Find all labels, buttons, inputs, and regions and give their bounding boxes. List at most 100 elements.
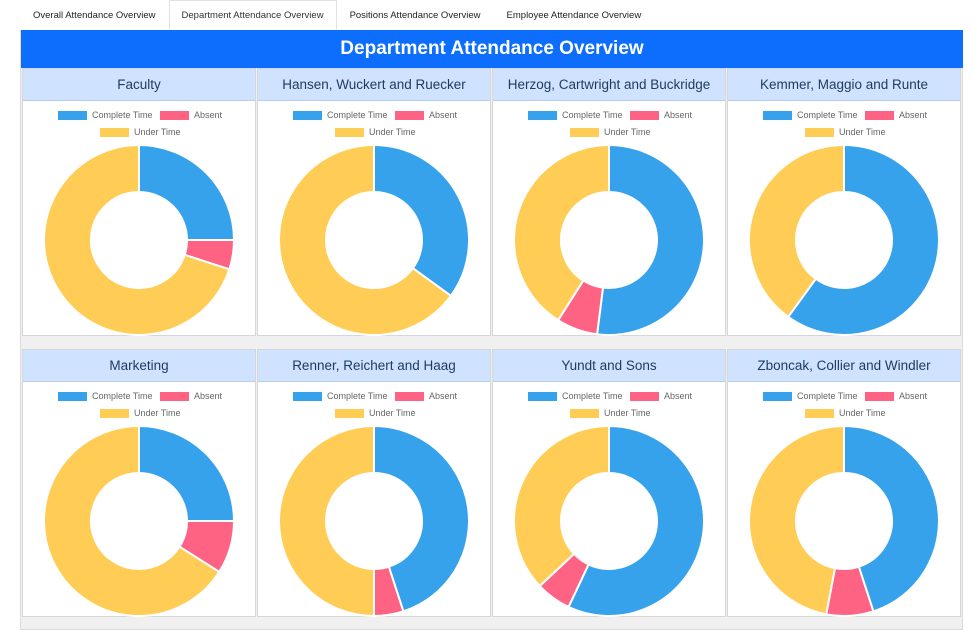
legend-label-complete: Complete Time [327, 110, 388, 120]
legend-swatch-under [335, 408, 364, 418]
legend-swatch-absent [160, 110, 189, 120]
legend-label-absent: Absent [429, 110, 458, 120]
legend-item-complete[interactable]: Complete Time [763, 391, 858, 401]
donut-slice-under[interactable] [43, 144, 231, 336]
legend-label-under: Under Time [369, 127, 416, 137]
chart-legend: Complete Time Absent Under Time [258, 382, 490, 422]
legend-label-under: Under Time [839, 127, 886, 137]
department-card-title: Renner, Reichert and Haag [258, 350, 490, 382]
legend-label-under: Under Time [134, 127, 181, 137]
legend-label-complete: Complete Time [797, 110, 858, 120]
chart-legend: Complete Time Absent Under Time [493, 101, 725, 141]
donut-slice-under[interactable] [278, 425, 375, 617]
legend-swatch-under [805, 127, 834, 137]
legend-item-absent[interactable]: Absent [865, 391, 927, 401]
legend-swatch-under [100, 408, 129, 418]
department-card: Marketing Complete Time Absent Under Time [22, 349, 256, 617]
legend-item-absent[interactable]: Absent [395, 391, 457, 401]
donut-slice-complete[interactable] [786, 144, 940, 336]
department-card: Herzog, Cartwright and Buckridge Complete… [492, 68, 726, 336]
attendance-donut-chart [513, 144, 705, 336]
donut-slice-complete[interactable] [595, 144, 705, 336]
legend-item-under[interactable]: Under Time [805, 127, 886, 137]
donut-slice-complete[interactable] [843, 425, 940, 613]
tab-overall-attendance[interactable]: Overall Attendance Overview [33, 10, 156, 21]
legend-item-absent[interactable]: Absent [865, 110, 927, 120]
legend-label-under: Under Time [839, 408, 886, 418]
legend-item-complete[interactable]: Complete Time [528, 391, 623, 401]
tab-positions-attendance[interactable]: Positions Attendance Overview [349, 10, 481, 21]
legend-swatch-complete [763, 391, 792, 401]
legend-item-absent[interactable]: Absent [630, 391, 692, 401]
legend-item-under[interactable]: Under Time [570, 408, 651, 418]
donut-slice-under[interactable] [513, 144, 610, 322]
legend-label-absent: Absent [194, 110, 223, 120]
attendance-donut-chart [43, 144, 235, 336]
legend-item-absent[interactable]: Absent [160, 110, 222, 120]
legend-item-under[interactable]: Under Time [100, 408, 181, 418]
legend-swatch-complete [58, 391, 87, 401]
legend-swatch-absent [395, 391, 424, 401]
page-title: Department Attendance Overview [21, 30, 963, 68]
legend-swatch-under [805, 408, 834, 418]
legend-label-under: Under Time [369, 408, 416, 418]
donut-slice-under[interactable] [513, 425, 610, 588]
legend-swatch-absent [865, 110, 894, 120]
department-card: Yundt and Sons Complete Time Absent Under T… [492, 349, 726, 617]
legend-swatch-absent [865, 391, 894, 401]
donut-slice-complete[interactable] [567, 425, 705, 617]
chart-legend: Complete Time Absent Under Time [728, 382, 960, 422]
legend-item-absent[interactable]: Absent [630, 110, 692, 120]
department-card: Renner, Reichert and Haag Complete Time Ab… [257, 349, 491, 617]
attendance-donut-chart [278, 144, 470, 336]
department-card-title: Zboncak, Collier and Windler [728, 350, 960, 382]
tab-bar: Overall Attendance Overview Department A… [20, 0, 654, 30]
legend-label-under: Under Time [604, 127, 651, 137]
legend-swatch-complete [58, 110, 87, 120]
donut-slice-complete[interactable] [373, 425, 470, 613]
attendance-donut-chart [748, 144, 940, 336]
legend-swatch-under [335, 127, 364, 137]
donut-slice-complete[interactable] [138, 144, 235, 241]
legend-item-absent[interactable]: Absent [160, 391, 222, 401]
donut-slice-under[interactable] [748, 144, 845, 319]
department-card: Zboncak, Collier and Windler Complete Tim… [727, 349, 961, 617]
legend-item-under[interactable]: Under Time [805, 408, 886, 418]
legend-label-complete: Complete Time [562, 391, 623, 401]
tab-employee-attendance[interactable]: Employee Attendance Overview [506, 10, 642, 21]
legend-swatch-absent [630, 110, 659, 120]
legend-item-complete[interactable]: Complete Time [293, 391, 388, 401]
legend-item-complete[interactable]: Complete Time [763, 110, 858, 120]
legend-item-complete[interactable]: Complete Time [293, 110, 388, 120]
chart-legend: Complete Time Absent Under Time [493, 382, 725, 422]
legend-item-absent[interactable]: Absent [395, 110, 457, 120]
legend-label-complete: Complete Time [562, 110, 623, 120]
donut-slice-under[interactable] [43, 425, 221, 617]
legend-label-under: Under Time [134, 408, 181, 418]
donut-slice-under[interactable] [278, 144, 453, 336]
attendance-donut-chart [43, 425, 235, 617]
department-cards: Faculty Complete Time Absent Under Time Hans… [22, 68, 962, 628]
legend-item-under[interactable]: Under Time [335, 408, 416, 418]
tab-department-attendance[interactable]: Department Attendance Overview [168, 0, 337, 30]
legend-item-complete[interactable]: Complete Time [58, 391, 153, 401]
chart-legend: Complete Time Absent Under Time [23, 382, 255, 422]
chart-legend: Complete Time Absent Under Time [258, 101, 490, 141]
legend-item-under[interactable]: Under Time [100, 127, 181, 137]
legend-label-absent: Absent [899, 391, 928, 401]
legend-swatch-absent [160, 391, 189, 401]
department-card: Hansen, Wuckert and Ruecker Complete Time… [257, 68, 491, 336]
donut-slice-complete[interactable] [138, 425, 235, 522]
legend-label-complete: Complete Time [92, 391, 153, 401]
donut-slice-under[interactable] [748, 425, 845, 616]
chart-legend: Complete Time Absent Under Time [728, 101, 960, 141]
legend-item-complete[interactable]: Complete Time [528, 110, 623, 120]
legend-swatch-absent [395, 110, 424, 120]
attendance-donut-chart [748, 425, 940, 617]
legend-item-under[interactable]: Under Time [570, 127, 651, 137]
attendance-donut-chart [278, 425, 470, 617]
attendance-donut-chart [513, 425, 705, 617]
legend-item-complete[interactable]: Complete Time [58, 110, 153, 120]
legend-item-under[interactable]: Under Time [335, 127, 416, 137]
donut-slice-complete[interactable] [373, 144, 470, 298]
